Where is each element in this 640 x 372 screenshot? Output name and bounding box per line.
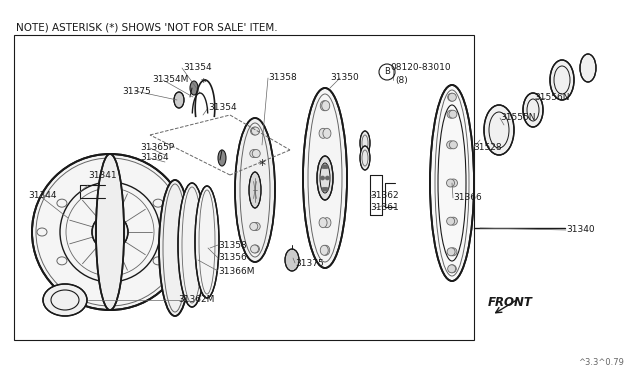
- Ellipse shape: [325, 176, 330, 180]
- Ellipse shape: [319, 128, 327, 138]
- Ellipse shape: [550, 60, 574, 100]
- Ellipse shape: [96, 154, 124, 310]
- Ellipse shape: [319, 173, 326, 183]
- Ellipse shape: [447, 179, 454, 187]
- Ellipse shape: [250, 127, 259, 135]
- Ellipse shape: [195, 186, 219, 298]
- Ellipse shape: [324, 165, 328, 169]
- Text: 31375: 31375: [295, 259, 324, 267]
- Text: *: *: [200, 78, 206, 88]
- Ellipse shape: [449, 141, 458, 149]
- Ellipse shape: [449, 93, 456, 101]
- Text: 31364: 31364: [140, 154, 168, 163]
- Ellipse shape: [32, 154, 188, 310]
- Text: 31366: 31366: [453, 193, 482, 202]
- Ellipse shape: [321, 176, 324, 180]
- Ellipse shape: [218, 150, 226, 166]
- Ellipse shape: [484, 105, 514, 155]
- Text: NOTE) ASTERISK (*) SHOWS 'NOT FOR SALE' ITEM.: NOTE) ASTERISK (*) SHOWS 'NOT FOR SALE' …: [16, 22, 278, 32]
- Text: 31350: 31350: [330, 74, 359, 83]
- Ellipse shape: [449, 179, 458, 187]
- Ellipse shape: [449, 248, 457, 256]
- Ellipse shape: [100, 222, 120, 242]
- Ellipse shape: [250, 186, 257, 194]
- Ellipse shape: [430, 85, 474, 281]
- Ellipse shape: [322, 165, 326, 169]
- Ellipse shape: [523, 93, 543, 127]
- Ellipse shape: [250, 245, 259, 253]
- Ellipse shape: [250, 222, 258, 230]
- Ellipse shape: [249, 172, 261, 208]
- Text: 31528: 31528: [473, 144, 502, 153]
- Ellipse shape: [447, 141, 454, 149]
- Text: ^3.3^0.79: ^3.3^0.79: [578, 358, 624, 367]
- Ellipse shape: [320, 101, 328, 111]
- Ellipse shape: [323, 218, 331, 228]
- Ellipse shape: [449, 110, 457, 118]
- Text: FRONT: FRONT: [488, 295, 532, 308]
- Ellipse shape: [360, 131, 370, 155]
- Text: 31356: 31356: [218, 253, 247, 263]
- Text: B: B: [384, 67, 390, 77]
- Ellipse shape: [235, 118, 275, 262]
- Ellipse shape: [447, 217, 454, 225]
- Ellipse shape: [322, 101, 330, 111]
- Text: 31354M: 31354M: [152, 76, 188, 84]
- Ellipse shape: [92, 214, 128, 250]
- Text: 31358: 31358: [218, 241, 247, 250]
- Ellipse shape: [303, 88, 347, 268]
- Ellipse shape: [159, 180, 191, 316]
- Text: 31344: 31344: [28, 192, 56, 201]
- Text: 31365P: 31365P: [140, 144, 174, 153]
- Text: 31375: 31375: [122, 87, 151, 96]
- Ellipse shape: [178, 183, 206, 307]
- Text: 08120-83010: 08120-83010: [390, 64, 451, 73]
- Text: 31366M: 31366M: [218, 266, 255, 276]
- Ellipse shape: [317, 156, 333, 200]
- Ellipse shape: [252, 150, 260, 158]
- Ellipse shape: [323, 128, 331, 138]
- Text: 31340: 31340: [566, 225, 595, 234]
- Ellipse shape: [324, 187, 328, 191]
- Text: 31361: 31361: [370, 203, 399, 212]
- Text: 31341: 31341: [88, 171, 116, 180]
- Ellipse shape: [447, 248, 455, 256]
- Text: 31556N: 31556N: [534, 93, 570, 103]
- Ellipse shape: [174, 92, 184, 108]
- Text: *: *: [259, 158, 266, 172]
- Ellipse shape: [322, 187, 326, 191]
- Text: 31362M: 31362M: [178, 295, 214, 305]
- Ellipse shape: [447, 110, 455, 118]
- Ellipse shape: [449, 265, 456, 273]
- Ellipse shape: [360, 146, 370, 170]
- Ellipse shape: [319, 218, 327, 228]
- Ellipse shape: [252, 222, 260, 230]
- Ellipse shape: [285, 249, 299, 271]
- Text: 31358: 31358: [268, 74, 297, 83]
- Ellipse shape: [580, 54, 596, 82]
- Text: 31555N: 31555N: [500, 113, 536, 122]
- Ellipse shape: [449, 217, 458, 225]
- Ellipse shape: [447, 265, 456, 273]
- Ellipse shape: [252, 127, 259, 135]
- Ellipse shape: [252, 245, 259, 253]
- Ellipse shape: [323, 173, 332, 183]
- Ellipse shape: [190, 81, 198, 95]
- Ellipse shape: [447, 93, 456, 101]
- Ellipse shape: [320, 245, 328, 255]
- Ellipse shape: [43, 284, 87, 316]
- Text: 31354: 31354: [183, 64, 212, 73]
- Text: 31362: 31362: [370, 190, 399, 199]
- Text: 31354: 31354: [208, 103, 237, 112]
- Bar: [14, 35, 474, 340]
- Text: (8): (8): [395, 76, 408, 84]
- Ellipse shape: [250, 150, 258, 158]
- Ellipse shape: [253, 186, 260, 194]
- Ellipse shape: [322, 245, 330, 255]
